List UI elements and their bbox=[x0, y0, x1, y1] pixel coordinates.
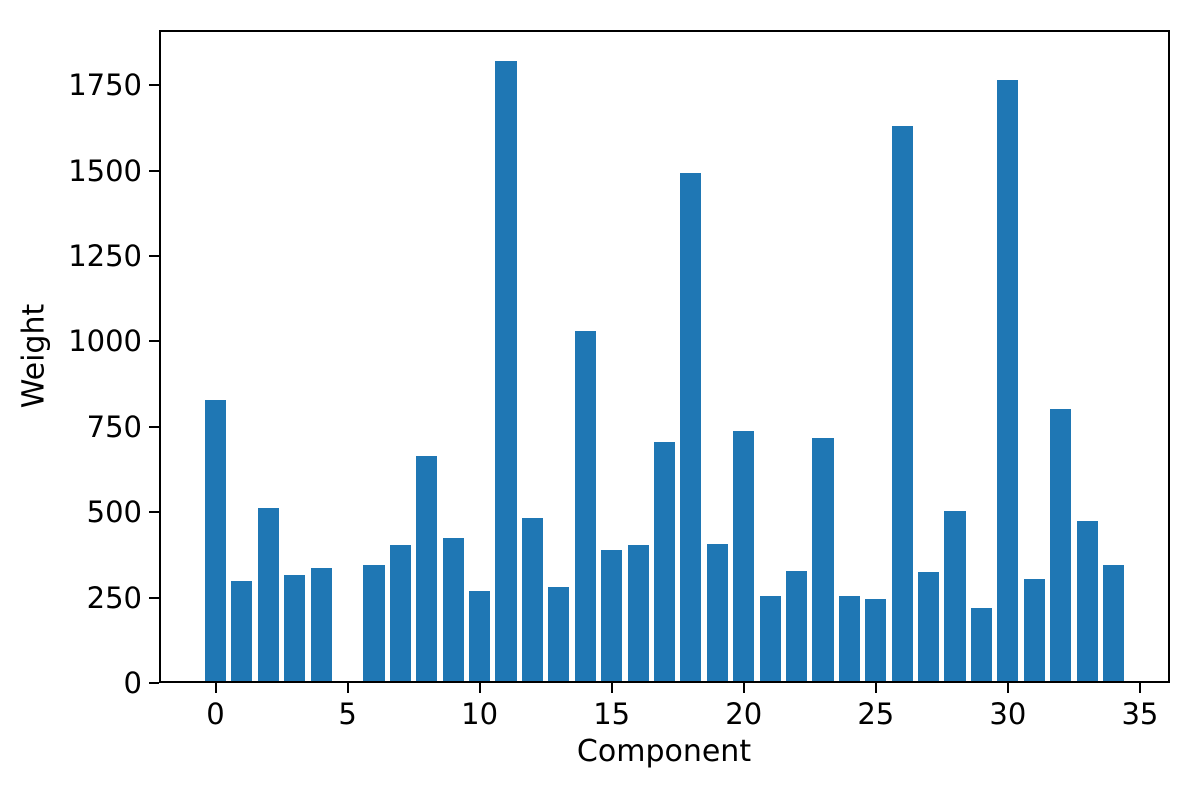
x-axis-tick-25 bbox=[874, 683, 877, 693]
x-axis-tick-20 bbox=[742, 683, 745, 693]
plot-area bbox=[159, 30, 1170, 683]
bar-component-10 bbox=[469, 590, 491, 681]
x-axis-tick-30 bbox=[1006, 683, 1009, 693]
bar-component-33 bbox=[1076, 521, 1098, 681]
y-axis-tick-label-250: 250 bbox=[86, 580, 142, 615]
bar-component-34 bbox=[1102, 565, 1125, 681]
bar-component-6 bbox=[363, 564, 385, 681]
x-axis-tick-label-15: 15 bbox=[593, 697, 631, 731]
y-axis-label: Weight bbox=[16, 303, 52, 409]
y-axis-tick-1250 bbox=[149, 255, 159, 258]
x-axis-tick-10 bbox=[478, 683, 481, 693]
x-axis-tick-label-25: 25 bbox=[857, 697, 895, 731]
x-axis-tick-label-30: 30 bbox=[989, 697, 1027, 731]
bar-component-20 bbox=[733, 430, 755, 681]
bar-component-1 bbox=[231, 580, 253, 681]
x-axis-tick-15 bbox=[610, 683, 613, 693]
y-axis-tick-label-1250: 1250 bbox=[68, 239, 142, 274]
x-axis-tick-0 bbox=[214, 683, 217, 693]
y-axis-tick-label-1000: 1000 bbox=[68, 324, 142, 359]
y-axis-tick-0 bbox=[149, 682, 159, 684]
y-axis-tick-1500 bbox=[149, 169, 159, 172]
y-axis-tick-750 bbox=[149, 425, 159, 428]
x-axis-tick-5 bbox=[346, 683, 349, 693]
x-axis-label: Component bbox=[576, 734, 752, 769]
bar-component-18 bbox=[680, 173, 702, 681]
y-axis-tick-250 bbox=[149, 596, 159, 599]
bar-component-32 bbox=[1050, 408, 1072, 681]
bar-component-14 bbox=[574, 330, 596, 681]
x-axis-tick-label-0: 0 bbox=[206, 697, 225, 731]
bar-component-27 bbox=[918, 572, 940, 681]
bar-component-24 bbox=[838, 595, 860, 681]
x-axis-tick-35 bbox=[1138, 683, 1141, 693]
bar-component-3 bbox=[284, 575, 306, 681]
bar-component-22 bbox=[785, 570, 808, 681]
bar-component-19 bbox=[706, 543, 728, 681]
bar-component-13 bbox=[548, 587, 570, 681]
bar-component-0 bbox=[204, 400, 227, 681]
x-axis-tick-label-10: 10 bbox=[461, 697, 499, 731]
bar-component-8 bbox=[416, 455, 438, 681]
bar-component-21 bbox=[759, 595, 781, 681]
bar-component-15 bbox=[601, 549, 623, 681]
bar-component-12 bbox=[521, 517, 543, 681]
x-axis-tick-label-35: 35 bbox=[1121, 697, 1159, 731]
bar-component-9 bbox=[442, 537, 464, 681]
y-axis-tick-label-1500: 1500 bbox=[68, 153, 142, 188]
bar-component-26 bbox=[891, 125, 913, 681]
y-axis-tick-label-750: 750 bbox=[86, 409, 142, 444]
y-axis-tick-1750 bbox=[149, 84, 159, 87]
x-axis-tick-label-5: 5 bbox=[338, 697, 357, 731]
bar-component-25 bbox=[865, 598, 887, 681]
bar-component-11 bbox=[495, 61, 517, 681]
bar-component-16 bbox=[627, 545, 649, 681]
x-axis-tick-label-20: 20 bbox=[725, 697, 763, 731]
y-axis-tick-label-1750: 1750 bbox=[68, 68, 142, 103]
y-axis-tick-500 bbox=[149, 511, 159, 514]
y-axis-tick-label-500: 500 bbox=[86, 495, 142, 530]
bar-component-23 bbox=[812, 437, 834, 681]
bar-component-30 bbox=[997, 80, 1019, 681]
y-axis-tick-1000 bbox=[149, 340, 159, 343]
bar-component-2 bbox=[257, 508, 279, 681]
bar-component-31 bbox=[1023, 578, 1045, 681]
y-axis-tick-label-0: 0 bbox=[123, 666, 142, 700]
bar-component-29 bbox=[970, 607, 992, 681]
bar-component-7 bbox=[389, 545, 411, 681]
bar-component-17 bbox=[653, 441, 676, 681]
bar-component-28 bbox=[944, 510, 966, 681]
bar-component-4 bbox=[310, 567, 332, 681]
